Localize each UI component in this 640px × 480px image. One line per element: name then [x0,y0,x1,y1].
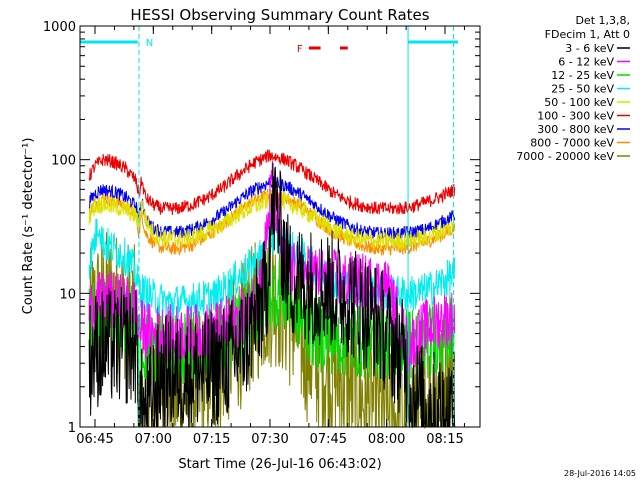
series-line-6-12-kev [88,160,456,373]
legend-label: 100 - 300 keV [537,110,614,123]
flag-label-f: F [297,44,303,55]
series-line-300-800-kev [88,176,456,243]
chart-title: HESSI Observing Summary Count Rates [130,6,429,24]
legend-label: 7000 - 20000 keV [516,150,614,163]
x-tick-label: 08:00 [368,432,405,447]
y-tick-label: 1 [68,421,76,436]
y-axis-ticks: 1 10 100 1000 [43,20,480,436]
flag-label-n: N [146,38,153,49]
flag-layer: NF [80,26,458,427]
x-tick-label: 07:30 [251,432,288,447]
legend-label: 25 - 50 keV [551,83,614,96]
legend-header-line-1: Det 1,3,8, [575,14,630,27]
y-tick-label: 1000 [43,20,76,35]
x-tick-label: 07:15 [193,432,230,447]
legend-label: 12 - 25 keV [551,69,614,82]
legend-header-line-2: FDecim 1, Att 0 [545,28,630,41]
y-axis-label: Count Rate (s⁻¹ detector⁻¹) [21,138,36,315]
x-tick-label: 08:15 [426,432,463,447]
y-tick-label: 10 [59,287,76,302]
series-line-100-300-kev [88,149,456,216]
x-axis-label: Start Time (26-Jul-16 06:43:02) [178,457,381,472]
series-layer [88,149,456,429]
plot-area: NF 06:45 07:00 07:15 07:30 07:45 08:00 08:15 1… [43,20,481,447]
legend-label: 6 - 12 keV [558,56,614,69]
legend-label: 50 - 100 keV [544,96,614,109]
series-line-3-6-kev [88,162,456,429]
timestamp: 28-Jul-2016 14:05 [564,469,636,478]
legend-label: 800 - 7000 keV [530,137,614,150]
x-axis-ticks: 06:45 07:00 07:15 07:30 07:45 08:00 08:15 [76,26,465,447]
plot-frame [79,25,481,428]
y-tick-label: 100 [51,154,76,169]
legend-label: 3 - 6 keV [565,42,614,55]
x-tick-label: 07:00 [135,432,172,447]
legend-label: 300 - 800 keV [537,123,614,136]
x-tick-label: 06:45 [76,432,113,447]
x-tick-label: 07:45 [310,432,347,447]
